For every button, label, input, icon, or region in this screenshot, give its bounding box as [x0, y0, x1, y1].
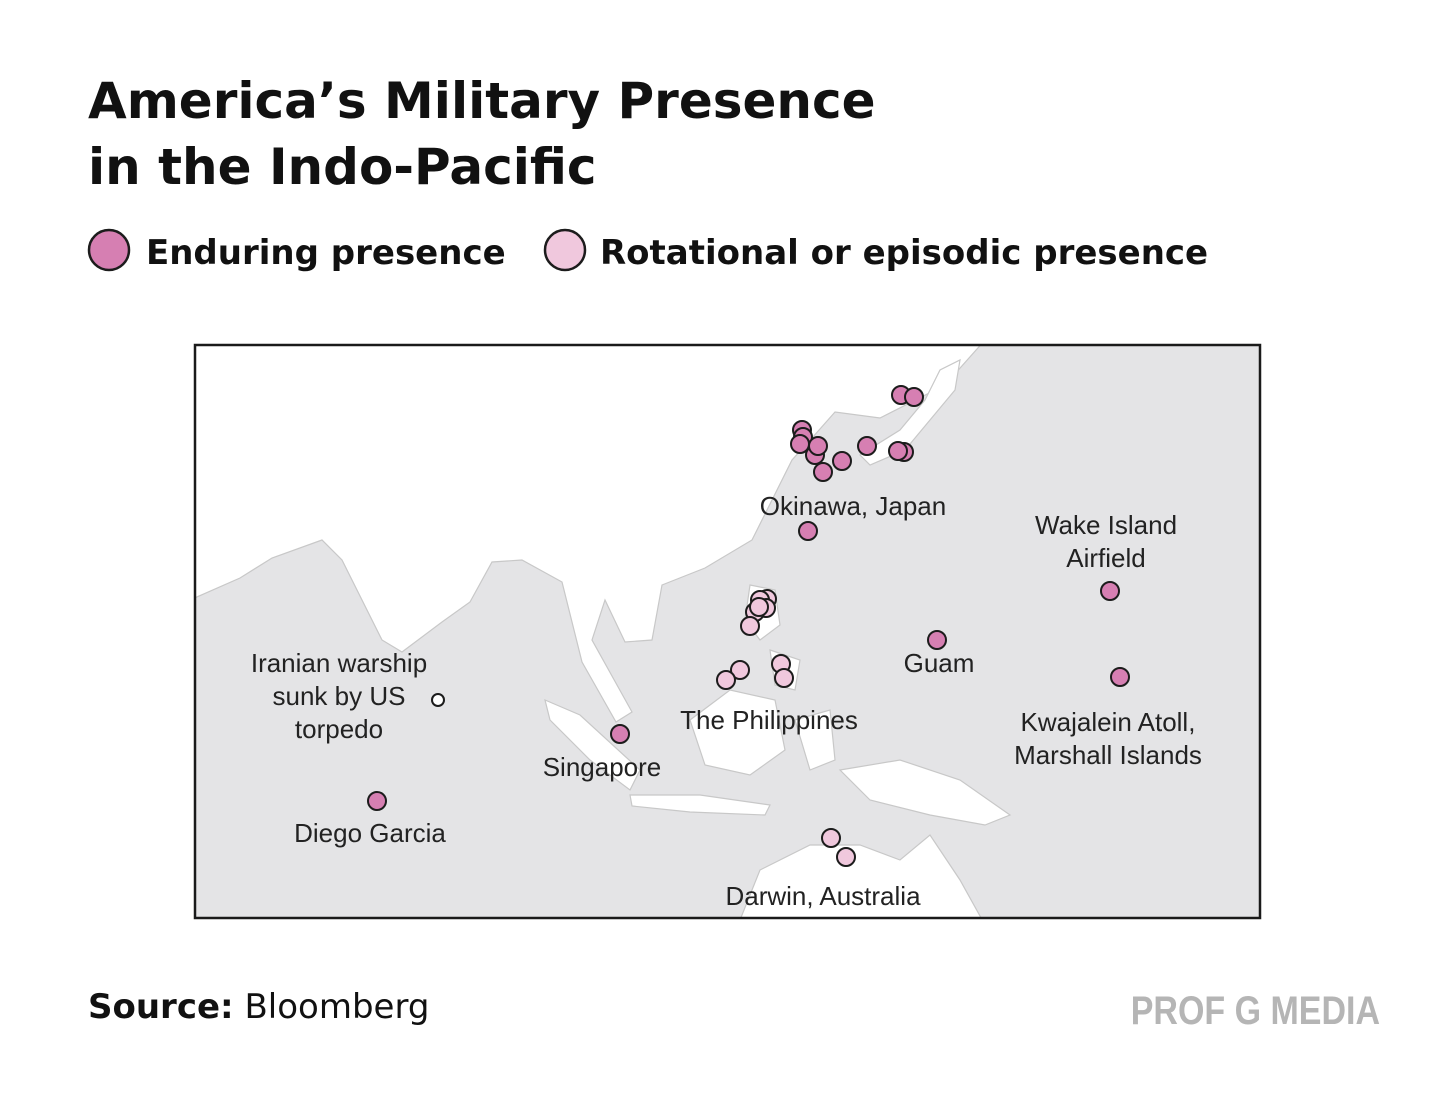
base-marker	[367, 791, 387, 811]
place-label: Kwajalein Atoll,	[1021, 707, 1196, 737]
base-marker	[730, 660, 750, 680]
legend-swatch	[87, 228, 131, 272]
place-label: sunk by US	[273, 681, 406, 711]
base-marker	[716, 670, 736, 690]
warship-marker	[431, 693, 445, 707]
base-marker	[836, 847, 856, 867]
base-marker	[740, 616, 760, 636]
base-marker	[888, 441, 908, 461]
place-label: Guam	[904, 648, 975, 678]
title-line: in the Indo-Pacific	[88, 138, 597, 196]
map-frame	[193, 343, 1262, 920]
base-marker	[1100, 581, 1120, 601]
base-marker	[610, 724, 630, 744]
place-label: Darwin, Australia	[725, 881, 921, 911]
legend-label: Enduring presence	[146, 233, 506, 273]
brand: PROF G MEDIA	[1131, 987, 1380, 1032]
base-marker	[904, 387, 924, 407]
base-marker	[857, 436, 877, 456]
rotational-markers	[716, 589, 856, 867]
base-marker	[774, 668, 794, 688]
land	[195, 345, 1012, 918]
place-label: Singapore	[543, 752, 662, 782]
place-label: Airfield	[1066, 543, 1145, 573]
base-marker	[798, 521, 818, 541]
source-value: Bloomberg	[244, 987, 429, 1027]
place-label: Iranian warship	[251, 648, 427, 678]
legend-swatch	[543, 228, 587, 272]
base-marker	[790, 434, 810, 454]
place-label: Wake Island	[1035, 510, 1177, 540]
place-label: Marshall Islands	[1014, 740, 1202, 770]
base-marker	[1110, 667, 1130, 687]
base-marker	[821, 828, 841, 848]
base-marker	[832, 451, 852, 471]
legend-label: Rotational or episodic presence	[600, 233, 1208, 273]
base-marker	[813, 462, 833, 482]
base-marker	[749, 597, 769, 617]
place-label: Okinawa, Japan	[760, 491, 946, 521]
place-label: The Philippines	[680, 705, 858, 735]
place-label: Diego Garcia	[294, 818, 446, 848]
source: Source: Bloomberg	[88, 987, 429, 1027]
enduring-markers	[367, 385, 1130, 811]
place-label: torpedo	[295, 714, 383, 744]
base-marker	[927, 630, 947, 650]
base-marker	[808, 436, 828, 456]
source-label: Source:	[88, 987, 234, 1027]
title-line: America’s Military Presence	[88, 72, 876, 130]
